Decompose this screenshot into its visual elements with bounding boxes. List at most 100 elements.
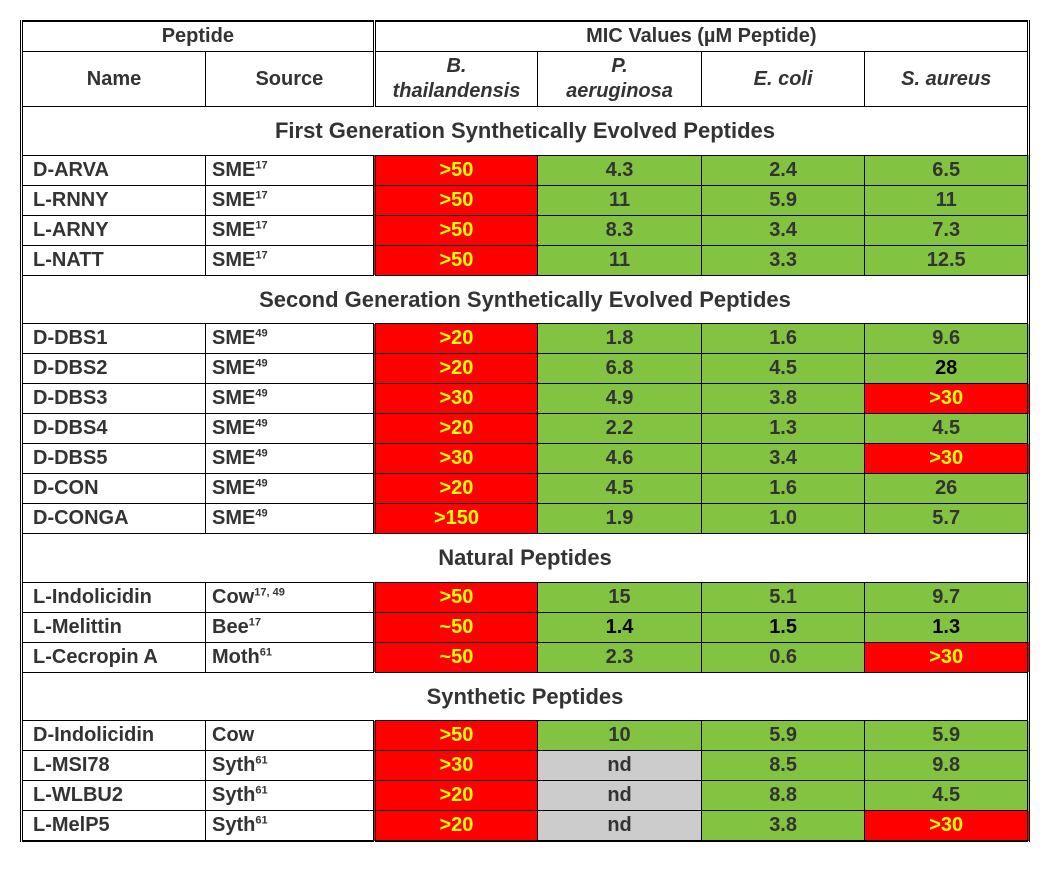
peptide-name: L-MSI78	[22, 751, 206, 781]
peptide-source: SME49	[206, 474, 375, 504]
section-heading: Natural Peptides	[22, 534, 1029, 583]
mic-value: >30	[865, 384, 1029, 414]
section-heading: Synthetic Peptides	[22, 672, 1029, 721]
mic-table: Peptide MIC Values (µM Peptide) Name Sou…	[20, 20, 1030, 842]
mic-value: 4.5	[701, 354, 865, 384]
peptide-name: D-DBS1	[22, 324, 206, 354]
mic-value: 28	[865, 354, 1029, 384]
mic-value: 1.8	[538, 324, 702, 354]
peptide-name: L-Indolicidin	[22, 582, 206, 612]
mic-value: 3.8	[701, 811, 865, 842]
peptide-source: SME49	[206, 324, 375, 354]
mic-value: >50	[374, 582, 538, 612]
header-mic: MIC Values (µM Peptide)	[374, 21, 1028, 52]
mic-value: >20	[374, 324, 538, 354]
table-row: D-IndolicidinCow>50105.95.9	[22, 721, 1029, 751]
mic-value: 3.3	[701, 245, 865, 275]
mic-value: nd	[538, 781, 702, 811]
peptide-name: D-Indolicidin	[22, 721, 206, 751]
mic-value: 0.6	[701, 642, 865, 672]
mic-value: 8.3	[538, 215, 702, 245]
mic-value: >30	[374, 384, 538, 414]
peptide-name: D-CONGA	[22, 504, 206, 534]
header-ecoli: E. coli	[701, 52, 865, 107]
mic-value: 5.9	[865, 721, 1029, 751]
mic-value: >20	[374, 781, 538, 811]
mic-value: 1.3	[865, 612, 1029, 642]
header-paeru: P.aeruginosa	[538, 52, 702, 107]
mic-value: 1.4	[538, 612, 702, 642]
table-row: L-MelP5Syth61>20nd3.8>30	[22, 811, 1029, 842]
mic-value: >30	[865, 642, 1029, 672]
peptide-name: D-CON	[22, 474, 206, 504]
mic-value: 1.0	[701, 504, 865, 534]
mic-value: 15	[538, 582, 702, 612]
peptide-source: SME49	[206, 384, 375, 414]
table-row: L-MelittinBee17~501.41.51.3	[22, 612, 1029, 642]
table-row: D-CONSME49>204.51.626	[22, 474, 1029, 504]
mic-value: >50	[374, 215, 538, 245]
mic-value: 1.5	[701, 612, 865, 642]
mic-value: 11	[865, 185, 1029, 215]
table-row: L-ARNYSME17>508.33.47.3	[22, 215, 1029, 245]
mic-value: 4.5	[538, 474, 702, 504]
table-row: D-DBS5SME49>304.63.4>30	[22, 444, 1029, 474]
table-row: L-NATTSME17>50113.312.5	[22, 245, 1029, 275]
mic-value: 4.5	[865, 781, 1029, 811]
mic-value: 4.5	[865, 414, 1029, 444]
mic-value: 4.3	[538, 155, 702, 185]
peptide-source: Moth61	[206, 642, 375, 672]
mic-value: 2.3	[538, 642, 702, 672]
peptide-source: SME17	[206, 245, 375, 275]
peptide-name: L-Melittin	[22, 612, 206, 642]
header-saureus: S. aureus	[865, 52, 1029, 107]
mic-value: >30	[374, 444, 538, 474]
mic-value: >30	[374, 751, 538, 781]
mic-value: 9.7	[865, 582, 1029, 612]
header-name: Name	[22, 52, 206, 107]
mic-value: nd	[538, 751, 702, 781]
mic-value: 8.8	[701, 781, 865, 811]
mic-value: 11	[538, 245, 702, 275]
mic-value: 1.9	[538, 504, 702, 534]
table-row: L-IndolicidinCow17, 49>50155.19.7	[22, 582, 1029, 612]
mic-value: 2.2	[538, 414, 702, 444]
header-source: Source	[206, 52, 375, 107]
mic-value: >50	[374, 721, 538, 751]
section-heading: Second Generation Synthetically Evolved …	[22, 275, 1029, 324]
mic-value: 3.4	[701, 215, 865, 245]
header-bthail: B.thailandensis	[374, 52, 538, 107]
table-row: L-Cecropin AMoth61~502.30.6>30	[22, 642, 1029, 672]
peptide-name: L-WLBU2	[22, 781, 206, 811]
mic-value: >50	[374, 155, 538, 185]
mic-value: >30	[865, 444, 1029, 474]
mic-value: 5.1	[701, 582, 865, 612]
mic-value: 12.5	[865, 245, 1029, 275]
mic-value: 3.4	[701, 444, 865, 474]
header-peptide: Peptide	[22, 21, 375, 52]
table-row: L-RNNYSME17>50115.911	[22, 185, 1029, 215]
peptide-source: SME17	[206, 155, 375, 185]
mic-value: >30	[865, 811, 1029, 842]
mic-value: 3.8	[701, 384, 865, 414]
mic-value: >20	[374, 354, 538, 384]
table-row: D-DBS3SME49>304.93.8>30	[22, 384, 1029, 414]
mic-value: 8.5	[701, 751, 865, 781]
mic-value: 4.9	[538, 384, 702, 414]
mic-value: >20	[374, 474, 538, 504]
mic-value: 5.7	[865, 504, 1029, 534]
mic-value: 6.5	[865, 155, 1029, 185]
peptide-name: D-DBS5	[22, 444, 206, 474]
mic-value: >50	[374, 245, 538, 275]
table-row: D-DBS4SME49>202.21.34.5	[22, 414, 1029, 444]
peptide-source: SME49	[206, 444, 375, 474]
table-row: D-ARVASME17>504.32.46.5	[22, 155, 1029, 185]
peptide-source: Syth61	[206, 811, 375, 842]
peptide-name: D-DBS4	[22, 414, 206, 444]
mic-value: 2.4	[701, 155, 865, 185]
mic-value: >20	[374, 811, 538, 842]
mic-value: 6.8	[538, 354, 702, 384]
mic-value: 26	[865, 474, 1029, 504]
peptide-source: SME17	[206, 215, 375, 245]
mic-value: >20	[374, 414, 538, 444]
